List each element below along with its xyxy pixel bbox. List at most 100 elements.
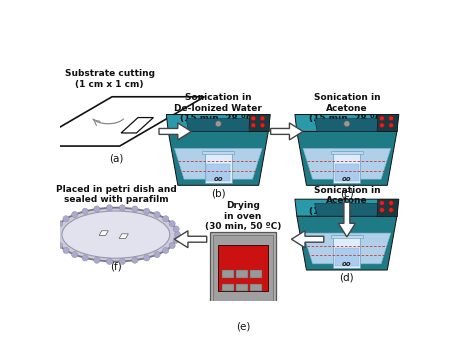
FancyBboxPatch shape [333, 235, 360, 268]
Polygon shape [119, 234, 128, 238]
Circle shape [344, 121, 350, 127]
Text: oo: oo [342, 261, 352, 267]
Circle shape [72, 251, 78, 258]
Text: oo: oo [213, 176, 223, 182]
Circle shape [163, 216, 169, 222]
Circle shape [251, 116, 255, 121]
Circle shape [56, 242, 63, 249]
Circle shape [94, 206, 100, 212]
Circle shape [119, 258, 126, 264]
Circle shape [106, 205, 112, 211]
Polygon shape [338, 202, 356, 237]
Circle shape [215, 121, 221, 127]
Polygon shape [271, 123, 303, 140]
FancyBboxPatch shape [335, 164, 359, 182]
Polygon shape [297, 216, 397, 270]
Circle shape [174, 232, 181, 238]
Circle shape [163, 247, 169, 254]
Circle shape [106, 258, 112, 264]
Circle shape [154, 212, 160, 218]
FancyBboxPatch shape [236, 270, 248, 277]
Polygon shape [186, 119, 251, 131]
FancyBboxPatch shape [222, 284, 234, 291]
Circle shape [119, 205, 126, 211]
Polygon shape [292, 231, 324, 248]
Polygon shape [166, 115, 270, 131]
FancyBboxPatch shape [331, 235, 363, 238]
FancyBboxPatch shape [331, 151, 363, 154]
Circle shape [344, 206, 350, 212]
Polygon shape [168, 131, 268, 185]
Circle shape [144, 255, 150, 261]
Polygon shape [27, 97, 204, 146]
FancyBboxPatch shape [377, 199, 397, 216]
FancyBboxPatch shape [250, 284, 262, 291]
Circle shape [63, 247, 69, 254]
Circle shape [389, 123, 393, 127]
Text: Sonication in
Acetone
(15 min, 28 ºC): Sonication in Acetone (15 min, 28 ºC) [309, 186, 385, 216]
Circle shape [56, 221, 63, 227]
FancyBboxPatch shape [213, 235, 273, 317]
Circle shape [251, 123, 255, 127]
Circle shape [173, 226, 179, 232]
Circle shape [72, 212, 78, 218]
Polygon shape [295, 199, 399, 216]
Text: Sonication in
De-Ionized Water
(15 min, 28 ºC): Sonication in De-Ionized Water (15 min, … [174, 93, 262, 123]
FancyBboxPatch shape [206, 164, 230, 182]
Ellipse shape [55, 208, 177, 262]
Polygon shape [159, 123, 191, 140]
Text: (e): (e) [236, 321, 250, 331]
Polygon shape [303, 233, 391, 264]
Polygon shape [99, 231, 109, 235]
FancyBboxPatch shape [210, 306, 276, 320]
Circle shape [260, 116, 265, 121]
FancyBboxPatch shape [249, 115, 269, 131]
FancyBboxPatch shape [377, 115, 397, 131]
Circle shape [389, 208, 393, 212]
Circle shape [380, 208, 384, 212]
Polygon shape [121, 118, 154, 133]
FancyBboxPatch shape [210, 232, 276, 320]
FancyBboxPatch shape [333, 151, 360, 183]
FancyBboxPatch shape [205, 151, 232, 183]
Circle shape [380, 116, 384, 121]
FancyBboxPatch shape [202, 151, 234, 154]
FancyBboxPatch shape [254, 309, 267, 318]
Circle shape [260, 123, 265, 127]
Circle shape [173, 237, 179, 243]
Text: (b): (b) [211, 188, 226, 198]
FancyBboxPatch shape [236, 284, 248, 291]
Circle shape [53, 226, 59, 232]
Polygon shape [174, 231, 207, 248]
Text: (a): (a) [109, 153, 123, 163]
FancyBboxPatch shape [335, 248, 359, 266]
Circle shape [234, 310, 240, 316]
Circle shape [154, 251, 160, 258]
Circle shape [380, 201, 384, 206]
Circle shape [132, 257, 138, 263]
Text: (c): (c) [340, 188, 354, 198]
Circle shape [132, 206, 138, 212]
Circle shape [144, 208, 150, 214]
Text: (d): (d) [339, 273, 354, 283]
FancyBboxPatch shape [222, 270, 234, 277]
Circle shape [169, 221, 175, 227]
Polygon shape [174, 148, 262, 179]
Circle shape [53, 237, 59, 243]
Polygon shape [315, 203, 379, 216]
Text: Placed in petri dish and
sealed with parafilm: Placed in petri dish and sealed with par… [55, 185, 176, 204]
Ellipse shape [62, 211, 170, 258]
Circle shape [63, 216, 69, 222]
Text: oo: oo [342, 176, 352, 182]
Circle shape [169, 242, 175, 249]
Polygon shape [303, 148, 391, 179]
Text: (f): (f) [110, 262, 122, 272]
Circle shape [245, 310, 251, 316]
FancyBboxPatch shape [218, 245, 268, 291]
Circle shape [82, 208, 88, 214]
Text: Substrate cutting
(1 cm x 1 cm): Substrate cutting (1 cm x 1 cm) [65, 69, 155, 89]
Circle shape [389, 116, 393, 121]
Circle shape [94, 257, 100, 263]
Circle shape [380, 123, 384, 127]
Polygon shape [295, 115, 399, 131]
